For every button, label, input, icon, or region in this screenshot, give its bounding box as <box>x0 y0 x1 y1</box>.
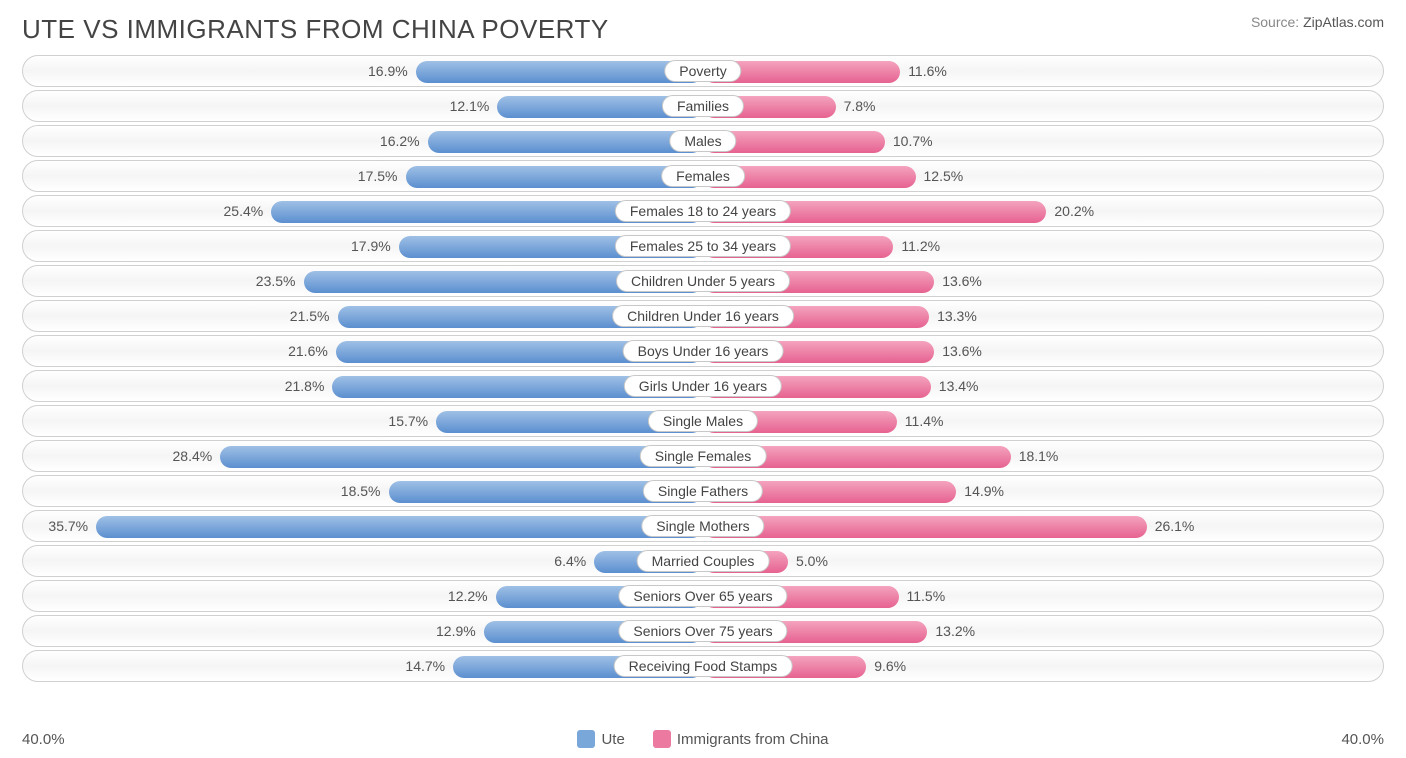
value-label-right: 13.2% <box>935 623 975 639</box>
chart-rows: 16.9%11.6%Poverty12.1%7.8%Families16.2%1… <box>22 55 1384 724</box>
category-label: Single Mothers <box>641 515 764 537</box>
value-label-left: 17.5% <box>358 168 398 184</box>
legend-item-china: Immigrants from China <box>653 730 829 748</box>
chart-source: Source: ZipAtlas.com <box>1251 14 1384 30</box>
bar-left <box>416 61 703 83</box>
value-label-left: 35.7% <box>48 518 88 534</box>
chart-row: 12.1% 7.8% Families <box>22 90 1384 122</box>
chart-row: 21.5% 13.3% Children Under 16 years <box>22 300 1384 332</box>
chart-row: 28.4% 18.1% Single Females <box>22 440 1384 472</box>
chart-row: 16.9% 11.6% Poverty <box>22 55 1384 87</box>
chart-row: 16.2% 10.7% Males <box>22 125 1384 157</box>
chart-row: 17.9% 11.2% Females 25 to 34 years <box>22 230 1384 262</box>
chart-row: 17.5% 12.5% Females <box>22 160 1384 192</box>
category-label: Poverty <box>664 60 741 82</box>
category-label: Children Under 16 years <box>612 305 794 327</box>
category-label: Girls Under 16 years <box>624 375 782 397</box>
axis-max-right: 40.0% <box>1304 731 1384 748</box>
value-label-right: 20.2% <box>1054 203 1094 219</box>
chart-area: 16.9%11.6%Poverty12.1%7.8%Families16.2%1… <box>22 55 1384 748</box>
value-label-left: 14.7% <box>405 658 445 674</box>
category-label: Boys Under 16 years <box>623 340 784 362</box>
chart-row: 35.7% 26.1% Single Mothers <box>22 510 1384 542</box>
value-label-right: 5.0% <box>796 553 828 569</box>
value-label-right: 11.6% <box>908 63 947 79</box>
value-label-right: 11.5% <box>907 588 946 604</box>
axis-max-left: 40.0% <box>22 731 102 748</box>
chart-row: 18.5% 14.9% Single Fathers <box>22 475 1384 507</box>
category-label: Seniors Over 65 years <box>618 585 787 607</box>
legend-swatch-china <box>653 730 671 748</box>
value-label-left: 12.9% <box>436 623 476 639</box>
value-label-left: 15.7% <box>388 413 428 429</box>
value-label-left: 12.1% <box>450 98 490 114</box>
chart-row: 15.7% 11.4% Single Males <box>22 405 1384 437</box>
bar-right <box>703 516 1147 538</box>
value-label-left: 21.8% <box>285 378 325 394</box>
value-label-right: 9.6% <box>874 658 906 674</box>
value-label-right: 14.9% <box>964 483 1004 499</box>
category-label: Married Couples <box>637 550 770 572</box>
bar-left <box>96 516 703 538</box>
value-label-right: 10.7% <box>893 133 933 149</box>
category-label: Seniors Over 75 years <box>618 620 787 642</box>
value-label-right: 11.4% <box>905 413 944 429</box>
value-label-left: 16.2% <box>380 133 420 149</box>
value-label-left: 21.5% <box>290 308 330 324</box>
value-label-right: 12.5% <box>924 168 964 184</box>
value-label-left: 17.9% <box>351 238 391 254</box>
value-label-right: 13.4% <box>939 378 979 394</box>
value-label-left: 28.4% <box>173 448 213 464</box>
category-label: Single Females <box>640 445 767 467</box>
legend-swatch-ute <box>577 730 595 748</box>
value-label-left: 12.2% <box>448 588 488 604</box>
legend-label-china: Immigrants from China <box>677 731 829 748</box>
legend-label-ute: Ute <box>601 731 624 748</box>
bar-left <box>428 131 703 153</box>
source-label: Source: <box>1251 14 1299 30</box>
category-label: Females 18 to 24 years <box>615 200 791 222</box>
chart-row: 12.2% 11.5% Seniors Over 65 years <box>22 580 1384 612</box>
chart-row: 21.6% 13.6% Boys Under 16 years <box>22 335 1384 367</box>
value-label-left: 18.5% <box>341 483 381 499</box>
source-site: ZipAtlas.com <box>1303 14 1384 30</box>
value-label-left: 16.9% <box>368 63 408 79</box>
bar-left <box>406 166 704 188</box>
chart-row: 14.7% 9.6% Receiving Food Stamps <box>22 650 1384 682</box>
value-label-right: 13.6% <box>942 273 982 289</box>
chart-container: UTE VS IMMIGRANTS FROM CHINA POVERTY Sou… <box>0 0 1406 758</box>
chart-row: 12.9% 13.2% Seniors Over 75 years <box>22 615 1384 647</box>
value-label-right: 26.1% <box>1155 518 1195 534</box>
category-label: Single Fathers <box>643 480 763 502</box>
value-label-left: 6.4% <box>554 553 586 569</box>
chart-title: UTE VS IMMIGRANTS FROM CHINA POVERTY <box>22 14 609 45</box>
value-label-right: 13.6% <box>942 343 982 359</box>
category-label: Children Under 5 years <box>616 270 790 292</box>
chart-row: 21.8% 13.4% Girls Under 16 years <box>22 370 1384 402</box>
category-label: Families <box>662 95 744 117</box>
chart-footer: 40.0% Ute Immigrants from China 40.0% <box>22 730 1384 748</box>
chart-row: 25.4% 20.2% Females 18 to 24 years <box>22 195 1384 227</box>
value-label-right: 13.3% <box>937 308 977 324</box>
chart-legend: Ute Immigrants from China <box>102 730 1304 748</box>
chart-row: 6.4% 5.0% Married Couples <box>22 545 1384 577</box>
value-label-left: 21.6% <box>288 343 328 359</box>
category-label: Females <box>661 165 745 187</box>
category-label: Males <box>669 130 736 152</box>
value-label-right: 18.1% <box>1019 448 1059 464</box>
bar-left <box>220 446 703 468</box>
value-label-right: 7.8% <box>844 98 876 114</box>
category-label: Receiving Food Stamps <box>614 655 793 677</box>
chart-header: UTE VS IMMIGRANTS FROM CHINA POVERTY Sou… <box>22 14 1384 45</box>
value-label-left: 23.5% <box>256 273 296 289</box>
legend-item-ute: Ute <box>577 730 624 748</box>
chart-row: 23.5% 13.6% Children Under 5 years <box>22 265 1384 297</box>
category-label: Single Males <box>648 410 758 432</box>
value-label-left: 25.4% <box>224 203 264 219</box>
category-label: Females 25 to 34 years <box>615 235 791 257</box>
value-label-right: 11.2% <box>901 238 940 254</box>
